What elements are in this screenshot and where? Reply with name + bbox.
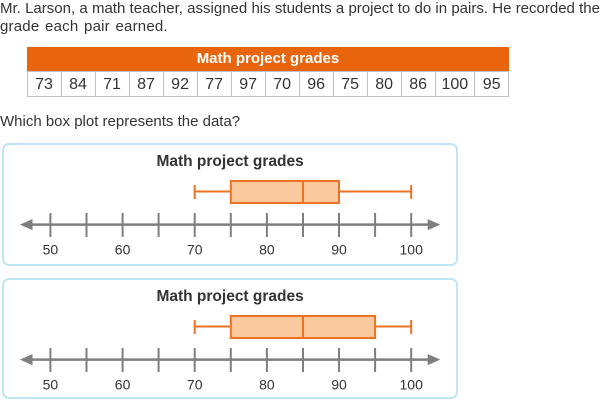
- svg-text:Math project grades: Math project grades: [156, 288, 303, 305]
- svg-text:100: 100: [400, 242, 424, 258]
- svg-text:Math project grades: Math project grades: [156, 153, 303, 170]
- svg-text:50: 50: [43, 377, 59, 393]
- svg-text:80: 80: [259, 377, 275, 393]
- svg-text:50: 50: [43, 242, 59, 258]
- svg-text:90: 90: [331, 377, 347, 393]
- svg-text:100: 100: [400, 377, 424, 393]
- svg-text:70: 70: [187, 377, 203, 393]
- svg-text:60: 60: [115, 242, 131, 258]
- svg-text:60: 60: [115, 377, 131, 393]
- svg-text:80: 80: [259, 242, 275, 258]
- svg-text:70: 70: [187, 242, 203, 258]
- svg-text:90: 90: [331, 242, 347, 258]
